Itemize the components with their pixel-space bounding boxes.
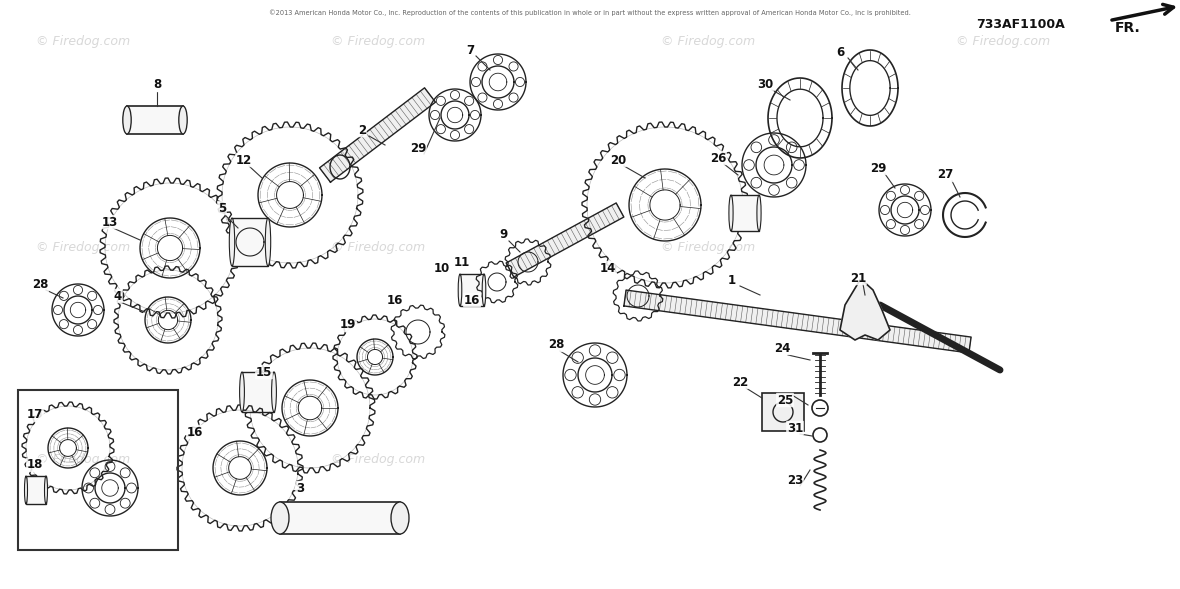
Polygon shape: [320, 88, 435, 182]
Text: 5: 5: [218, 201, 227, 214]
Bar: [280, 502, 400, 534]
Text: 16: 16: [464, 293, 480, 306]
Text: 8: 8: [153, 78, 162, 91]
Text: © Firedog.com: © Firedog.com: [35, 453, 130, 466]
Ellipse shape: [45, 476, 47, 504]
Text: 31: 31: [787, 422, 804, 435]
Text: 1: 1: [728, 273, 736, 286]
Ellipse shape: [240, 372, 244, 412]
Text: 6: 6: [835, 45, 844, 58]
Bar: [460, 274, 484, 306]
Text: © Firedog.com: © Firedog.com: [35, 241, 130, 254]
Ellipse shape: [266, 218, 270, 266]
Text: © Firedog.com: © Firedog.com: [956, 35, 1050, 48]
Ellipse shape: [271, 372, 276, 412]
Text: 12: 12: [236, 154, 253, 167]
Text: 11: 11: [454, 256, 470, 269]
Bar: [232, 218, 268, 266]
Text: © Firedog.com: © Firedog.com: [661, 35, 755, 48]
Text: 28: 28: [32, 279, 48, 292]
Ellipse shape: [458, 274, 461, 306]
Text: © Firedog.com: © Firedog.com: [35, 35, 130, 48]
Text: 17: 17: [27, 409, 44, 422]
Ellipse shape: [756, 195, 761, 231]
Ellipse shape: [271, 502, 289, 534]
Text: 23: 23: [787, 474, 804, 487]
Text: 25: 25: [776, 393, 793, 406]
Text: 14: 14: [599, 262, 616, 274]
Text: 26: 26: [710, 151, 726, 164]
Text: 3: 3: [296, 481, 304, 495]
Bar: [26, 476, 46, 504]
Bar: [242, 372, 274, 412]
Text: © Firedog.com: © Firedog.com: [330, 453, 425, 466]
Ellipse shape: [391, 502, 409, 534]
Bar: [762, 393, 804, 431]
Polygon shape: [624, 290, 971, 353]
Text: 7: 7: [466, 44, 474, 57]
Text: © Firedog.com: © Firedog.com: [661, 241, 755, 254]
Text: FR.: FR.: [1115, 21, 1141, 35]
Text: 22: 22: [732, 376, 748, 389]
Text: 29: 29: [409, 141, 426, 154]
Text: 27: 27: [937, 168, 953, 181]
Text: 10: 10: [434, 262, 450, 274]
Polygon shape: [840, 280, 890, 340]
Text: 16: 16: [186, 425, 203, 438]
Text: 29: 29: [870, 161, 886, 174]
Bar: [127, 106, 183, 134]
Text: 733AF1100A: 733AF1100A: [976, 18, 1066, 31]
Text: 4: 4: [114, 290, 122, 303]
Ellipse shape: [179, 106, 188, 134]
Ellipse shape: [123, 106, 131, 134]
Text: 13: 13: [101, 216, 118, 229]
Text: © Firedog.com: © Firedog.com: [330, 35, 425, 48]
Text: ©2013 American Honda Motor Co., Inc. Reproduction of the contents of this public: ©2013 American Honda Motor Co., Inc. Rep…: [269, 9, 911, 15]
Text: 20: 20: [610, 154, 627, 167]
Text: 28: 28: [548, 339, 564, 352]
Ellipse shape: [229, 218, 235, 266]
Text: 18: 18: [27, 458, 44, 472]
Text: 15: 15: [256, 366, 273, 379]
Bar: [730, 195, 759, 231]
Text: 21: 21: [850, 272, 866, 284]
Text: 30: 30: [756, 78, 773, 91]
Ellipse shape: [25, 476, 27, 504]
Bar: [18, 390, 178, 550]
Polygon shape: [506, 203, 624, 277]
Ellipse shape: [483, 274, 486, 306]
Text: 2: 2: [358, 124, 366, 137]
Text: 24: 24: [774, 342, 791, 355]
Text: 16: 16: [387, 293, 404, 306]
Text: 9: 9: [499, 229, 507, 241]
Ellipse shape: [729, 195, 733, 231]
Text: 19: 19: [340, 319, 356, 332]
Text: © Firedog.com: © Firedog.com: [330, 241, 425, 254]
